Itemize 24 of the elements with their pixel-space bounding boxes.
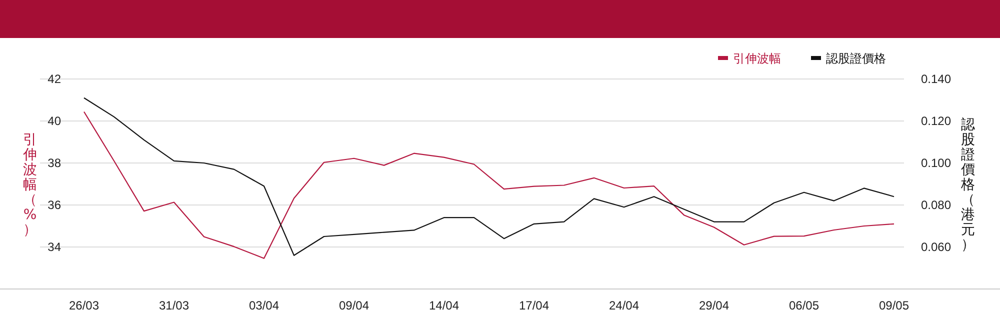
legend-label: 認股證價格: [826, 52, 886, 66]
y2-tick-label: 0.140: [921, 72, 952, 86]
y2-tick-label: 0.120: [921, 114, 952, 128]
x-tick-label: 09/04: [338, 298, 370, 313]
text: 認股證價格（港元）: [961, 117, 975, 253]
y-tick-label: 40: [48, 114, 62, 128]
x-tick-label: 24/04: [608, 298, 640, 313]
x-tick-label: 06/05: [788, 298, 820, 313]
x-tick-label: 26/03: [68, 298, 100, 313]
y-axis-title: 引伸波幅（%）: [22, 132, 37, 238]
x-tick-label: 14/04: [428, 298, 460, 313]
y-tick-label: 34: [48, 240, 62, 254]
legend-label: 引伸波幅: [733, 52, 781, 66]
y2-tick-label: 0.100: [921, 156, 952, 170]
y-tick-label: 42: [48, 72, 62, 86]
y-tick-label: 36: [48, 198, 62, 212]
x-tick-label: 31/03: [158, 298, 190, 313]
y2-tick-label: 0.060: [921, 240, 952, 254]
x-tick-label: 09/05: [878, 298, 910, 313]
y2-tick-label: 0.080: [921, 198, 952, 212]
x-tick-label: 03/04: [248, 298, 280, 313]
x-tick-label: 17/04: [518, 298, 550, 313]
x-tick-label: 29/04: [698, 298, 730, 313]
y-tick-label: 38: [48, 156, 62, 170]
